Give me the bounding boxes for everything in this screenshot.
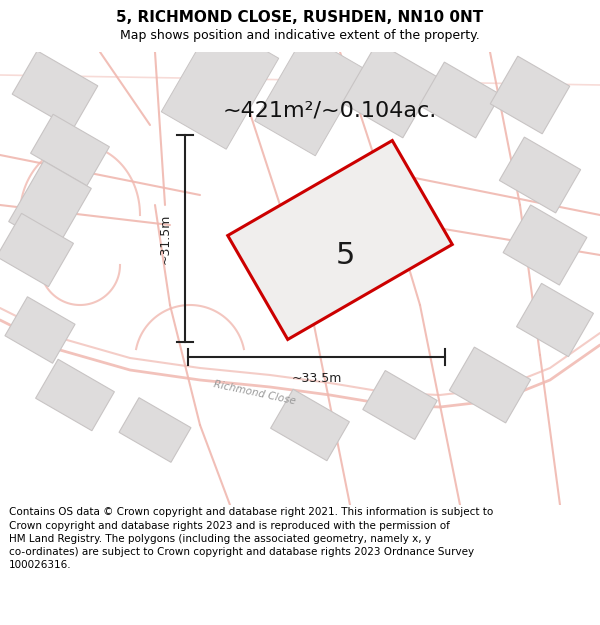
Text: Map shows position and indicative extent of the property.: Map shows position and indicative extent… (120, 29, 480, 42)
Polygon shape (499, 137, 581, 213)
Polygon shape (517, 283, 593, 357)
Polygon shape (0, 213, 73, 287)
Polygon shape (12, 51, 98, 129)
Polygon shape (8, 161, 91, 249)
Polygon shape (31, 114, 109, 186)
Text: ~33.5m: ~33.5m (292, 372, 341, 386)
Text: ~421m²/~0.104ac.: ~421m²/~0.104ac. (223, 100, 437, 120)
Polygon shape (254, 34, 365, 156)
Polygon shape (490, 56, 570, 134)
Polygon shape (503, 205, 587, 285)
Polygon shape (228, 141, 452, 339)
Polygon shape (5, 297, 75, 363)
Text: 5: 5 (335, 241, 355, 269)
Text: Contains OS data © Crown copyright and database right 2021. This information is : Contains OS data © Crown copyright and d… (9, 508, 493, 570)
Polygon shape (419, 62, 500, 138)
Polygon shape (342, 42, 438, 138)
Polygon shape (363, 371, 437, 439)
Text: Richmond Close: Richmond Close (213, 379, 297, 407)
Polygon shape (449, 347, 530, 423)
Polygon shape (161, 21, 279, 149)
Polygon shape (271, 389, 349, 461)
Text: ~31.5m: ~31.5m (158, 213, 172, 264)
Polygon shape (35, 359, 115, 431)
Text: 5, RICHMOND CLOSE, RUSHDEN, NN10 0NT: 5, RICHMOND CLOSE, RUSHDEN, NN10 0NT (116, 11, 484, 26)
Polygon shape (119, 398, 191, 462)
